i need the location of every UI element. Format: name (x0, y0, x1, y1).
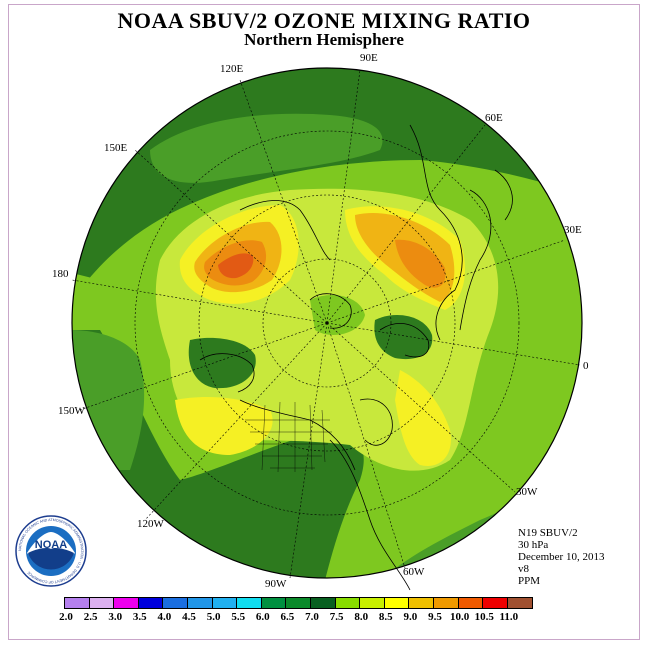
field-yellow-atlantic (395, 370, 451, 466)
field-yellow-southwest (175, 397, 273, 455)
legend-tick-label: 6.0 (255, 611, 270, 623)
legend-tick-label: 8.5 (378, 611, 393, 623)
map-boundary (71, 67, 583, 579)
field-orange-asia (395, 239, 446, 288)
legend-swatch (458, 598, 484, 608)
legend-tick-label: 3.5 (132, 611, 147, 623)
coastline-greenland (359, 398, 393, 446)
lon-label-30w: 30W (516, 486, 538, 498)
lon-label-0: 0 (583, 360, 589, 372)
info-units: PPM (518, 575, 541, 587)
field-light-pole (310, 295, 365, 335)
lon-label-120e: 120E (220, 63, 244, 75)
legend-swatch (360, 598, 385, 608)
legend-swatch (384, 598, 410, 608)
graticule (71, 69, 581, 579)
legend-swatch (507, 598, 533, 608)
lon-label-150w: 150W (58, 405, 85, 417)
lon-label-90e: 90E (360, 52, 378, 64)
legend-tick-label: 5.0 (206, 611, 221, 623)
field-dark-north (72, 68, 582, 300)
coastline-south-america (329, 439, 411, 591)
legend-swatch (89, 598, 115, 608)
logo-wave-icon (28, 548, 74, 570)
map-frame (8, 4, 640, 640)
map-title: NOAA SBUV/2 OZONE MIXING RATIO (117, 8, 531, 33)
legend-swatch (335, 598, 361, 608)
coastlines (199, 124, 513, 591)
legend-tick-label: 3.0 (108, 611, 123, 623)
lon-label-150e: 150E (104, 142, 128, 154)
us-state-grid (245, 401, 332, 473)
lon-label-120w: 120W (137, 518, 164, 530)
lon-label-60e: 60E (485, 112, 503, 124)
lon-label-90w: 90W (265, 578, 287, 590)
legend-swatch (65, 598, 90, 608)
legend-tick-label: 2.0 (59, 611, 73, 623)
info-date: December 10, 2013 (518, 551, 605, 563)
coastline-asia-west (409, 124, 463, 341)
coastline-mediterranean (379, 323, 430, 358)
color-legend (64, 597, 534, 609)
info-version: v8 (518, 563, 529, 575)
legend-tick-label: 9.5 (428, 611, 442, 623)
legend-swatch (310, 598, 336, 608)
legend-swatch (237, 598, 262, 608)
legend-tick-label: 11.0 (499, 611, 519, 623)
legend-swatch (138, 598, 164, 608)
field-dark-europe (374, 315, 433, 360)
legend-swatch (261, 598, 287, 608)
coastline-arabia (459, 189, 492, 331)
legend-tick-label: 4.0 (157, 611, 172, 623)
legend-swatch (114, 598, 139, 608)
field-red-siberia (218, 253, 254, 279)
legend-tick-label: 7.0 (305, 611, 319, 623)
field-dark-pacific (188, 337, 256, 389)
lon-label-180: 180 (52, 268, 69, 280)
map-subtitle: Northern Hemisphere (244, 30, 404, 49)
legend-tick-label: 8.0 (354, 611, 369, 623)
coastline-siberia (239, 200, 331, 261)
legend-tick-label: 4.5 (182, 611, 196, 623)
legend-swatch (483, 598, 508, 608)
coastline-alaska (199, 353, 255, 393)
lon-label-60w: 60W (403, 566, 425, 578)
lon-label-30e: 30E (564, 224, 582, 236)
legend-tick-label: 10.5 (474, 611, 494, 623)
coastline-africa-east (494, 169, 513, 221)
legend-swatch (433, 598, 459, 608)
legend-tick-label: 5.5 (231, 611, 246, 623)
field-light-west (72, 270, 144, 330)
field-mid-west (72, 330, 145, 470)
legend-tick-label: 9.0 (403, 611, 418, 623)
legend-swatch (163, 598, 188, 608)
info-satellite: N19 SBUV/2 (518, 527, 578, 539)
legend-tick-label: 10.0 (449, 611, 470, 623)
info-block: N19 SBUV/2 30 hPa December 10, 2013 v8 P… (518, 527, 604, 587)
legend-tick-label: 7.5 (329, 611, 344, 623)
legend-swatch (286, 598, 311, 608)
legend-swatch (187, 598, 213, 608)
legend-swatch (212, 598, 238, 608)
info-level: 30 hPa (518, 539, 549, 551)
legend-tick-label: 6.5 (280, 611, 295, 623)
legend-tick-label: 2.5 (83, 611, 98, 623)
logo-text: NOAA (35, 539, 67, 551)
noaa-logo: NOAA NATIONAL OCEANIC AND ATMOSPHERIC AD… (15, 515, 87, 587)
legend-swatch (409, 598, 434, 608)
coastline-arctic (309, 293, 352, 329)
